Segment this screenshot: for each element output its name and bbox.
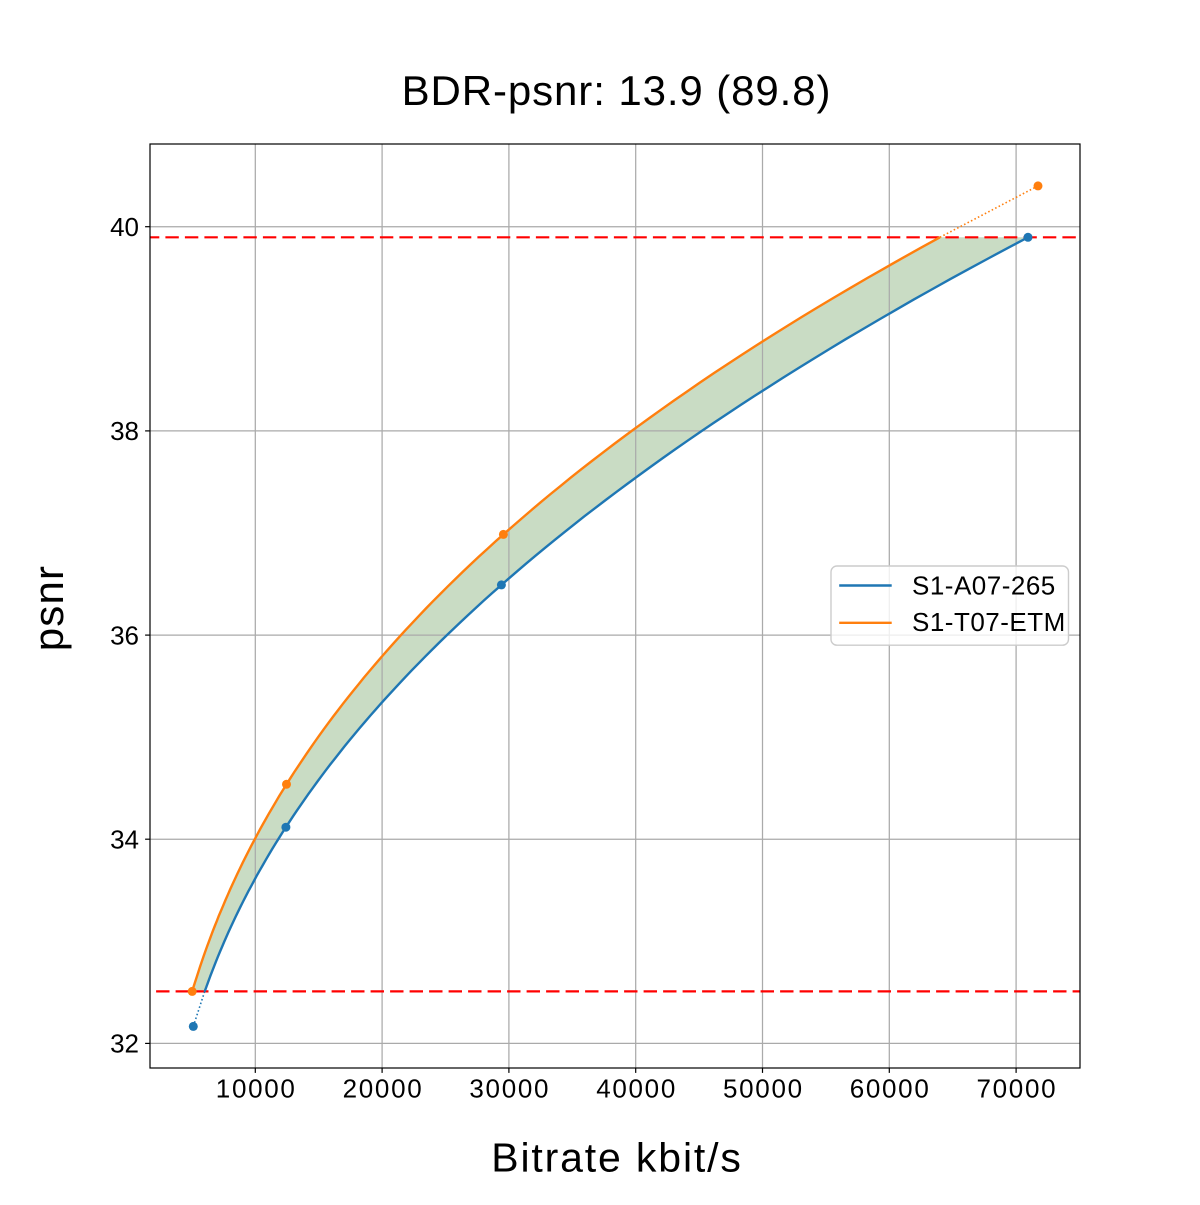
svg-text:S1-T07-ETM: S1-T07-ETM <box>912 607 1066 637</box>
svg-text:36: 36 <box>110 620 139 650</box>
svg-text:40: 40 <box>110 212 139 242</box>
svg-text:40000: 40000 <box>596 1073 677 1103</box>
svg-text:BDR-psnr: 13.9 (89.8): BDR-psnr: 13.9 (89.8) <box>402 67 832 114</box>
svg-text:30000: 30000 <box>469 1073 550 1103</box>
svg-text:S1-A07-265: S1-A07-265 <box>912 570 1056 600</box>
svg-text:70000: 70000 <box>976 1073 1057 1103</box>
svg-text:20000: 20000 <box>343 1073 424 1103</box>
svg-text:Bitrate kbit/s: Bitrate kbit/s <box>491 1135 742 1181</box>
svg-text:32: 32 <box>110 1029 139 1059</box>
svg-text:10000: 10000 <box>216 1073 297 1103</box>
svg-text:50000: 50000 <box>723 1073 804 1103</box>
svg-text:38: 38 <box>110 416 139 446</box>
svg-text:34: 34 <box>110 825 139 855</box>
svg-text:60000: 60000 <box>850 1073 931 1103</box>
svg-text:psnr: psnr <box>25 565 72 652</box>
